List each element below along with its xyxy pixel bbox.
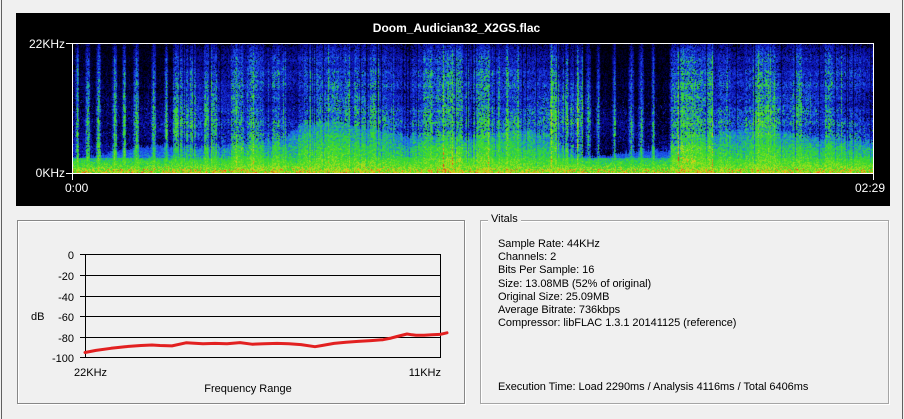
svg-text:dB: dB <box>31 311 44 323</box>
svg-text:-60: -60 <box>58 312 74 324</box>
svg-text:11KHz: 11KHz <box>409 367 441 379</box>
svg-text:0: 0 <box>68 250 74 262</box>
svg-text:Frequency Range: Frequency Range <box>204 383 291 395</box>
svg-text:-20: -20 <box>58 271 74 283</box>
svg-text:22KHz: 22KHz <box>74 367 107 379</box>
svg-text:-100: -100 <box>52 353 74 365</box>
svg-text:-80: -80 <box>58 333 74 345</box>
svg-text:-40: -40 <box>58 292 74 304</box>
